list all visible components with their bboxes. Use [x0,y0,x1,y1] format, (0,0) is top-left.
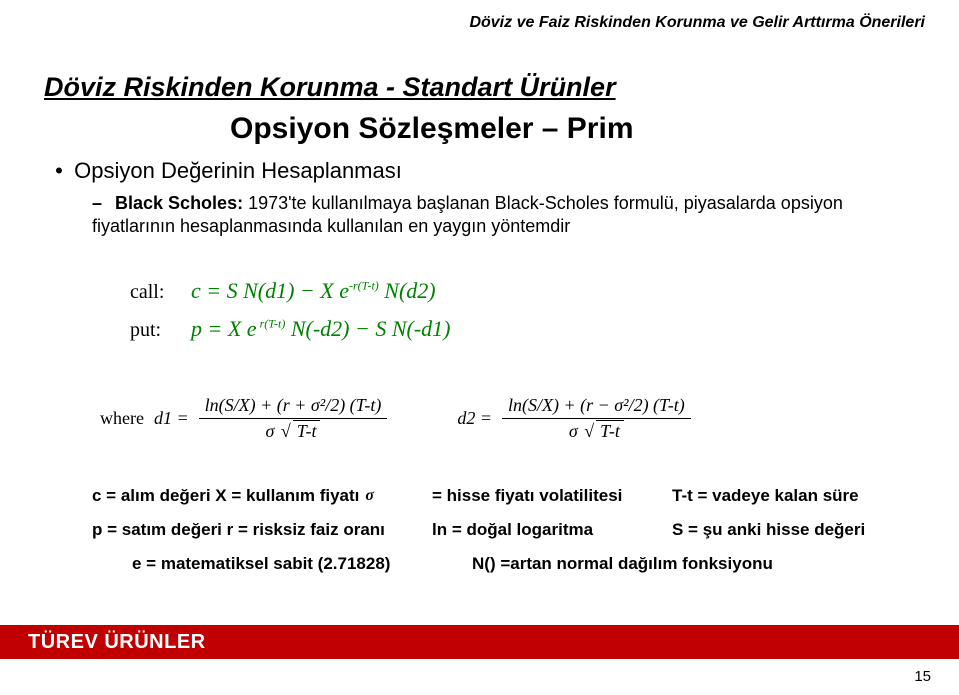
put-eq-lhs: p = X e [191,316,257,341]
slide-page: Döviz ve Faiz Riskinden Korunma ve Gelir… [0,0,959,695]
d1-den-sqrt: T-t [293,420,321,441]
put-label: put: [130,319,186,342]
d1-lhs: d1 = [154,408,189,429]
call-eq-rhs: N(d2) [379,278,436,303]
subbullet-lead: Black Scholes: [115,193,243,213]
put-eq-sup: r(T-t) [257,317,286,331]
defs-row-1: c = alım değeri X = kullanım fiyatı σ = … [92,486,899,506]
section-title: Döviz Riskinden Korunma - Standart Ürünl… [44,72,616,103]
defs-r1c1: c = alım değeri X = kullanım fiyatı σ [92,486,432,506]
call-eq-lhs: c = S N(d1) − X e [191,278,349,303]
d2-fraction: ln(S/X) + (r − σ²/2) (T-t) σ √T-t [502,395,691,442]
page-number: 15 [914,668,931,685]
slide-subtitle: Opsiyon Sözleşmeler – Prim [230,112,634,146]
d2-den-sigma: σ [569,421,578,441]
defs-r1c2: = hisse fiyatı volatilitesi [432,486,672,506]
running-header: Döviz ve Faiz Riskinden Korunma ve Gelir… [469,14,925,32]
bullet-level2: – Black Scholes: 1973'te kullanılmaya ba… [92,192,899,237]
d1-fraction: ln(S/X) + (r + σ²/2) (T-t) σ √T-t [199,395,388,442]
d1-den-sigma: σ [266,421,275,441]
sigma-icon: σ [365,487,374,505]
put-eq-rhs: N(-d2) − S N(-d1) [285,316,450,341]
d2-den-sqrt: T-t [596,420,624,441]
call-eq-sup: -r(T-t) [349,279,379,293]
d2-denominator: σ √T-t [569,419,624,442]
bullet-text: Opsiyon Değerinin Hesaplanması [74,158,402,183]
defs-r2c2: ln = doğal logaritma [432,520,672,540]
defs-r1c1-text: c = alım değeri X = kullanım fiyatı [92,486,359,506]
where-row: where d1 = ln(S/X) + (r + σ²/2) (T-t) σ … [100,395,695,442]
d2-lhs: d2 = [457,408,492,429]
d1-block: where d1 = ln(S/X) + (r + σ²/2) (T-t) σ … [100,395,391,442]
d1-denominator: σ √T-t [266,419,321,442]
defs-r2c1: p = satım değeri r = risksiz faiz oranı [92,520,432,540]
formula-put: put: p = X e r(T-t) N(-d2) − S N(-d1) [130,316,451,342]
put-equation: p = X e r(T-t) N(-d2) − S N(-d1) [191,316,451,341]
definitions-block: c = alım değeri X = kullanım fiyatı σ = … [92,486,899,588]
defs-r3c1: e = matematiksel sabit (2.71828) [132,554,472,574]
defs-row-3: e = matematiksel sabit (2.71828) N() =ar… [92,554,899,574]
bullet-dot-icon: • [50,158,68,184]
formula-call: call: c = S N(d1) − X e-r(T-t) N(d2) [130,278,436,304]
where-label: where [100,408,144,429]
footer-bar: TÜREV ÜRÜNLER [0,625,959,659]
defs-r3c2: N() =artan normal dağılım fonksiyonu [472,554,773,574]
d2-numerator: ln(S/X) + (r − σ²/2) (T-t) [502,395,691,419]
d1-numerator: ln(S/X) + (r + σ²/2) (T-t) [199,395,388,419]
call-equation: c = S N(d1) − X e-r(T-t) N(d2) [191,278,436,303]
bullet-level1: • Opsiyon Değerinin Hesaplanması [50,158,402,184]
defs-row-2: p = satım değeri r = risksiz faiz oranı … [92,520,899,540]
call-label: call: [130,281,186,304]
defs-r2c3: S = şu anki hisse değeri [672,520,899,540]
defs-r1c3: T-t = vadeye kalan süre [672,486,899,506]
footer-label: TÜREV ÜRÜNLER [28,631,206,654]
dash-icon: – [92,192,110,215]
d2-block: d2 = ln(S/X) + (r − σ²/2) (T-t) σ √T-t [451,395,694,442]
